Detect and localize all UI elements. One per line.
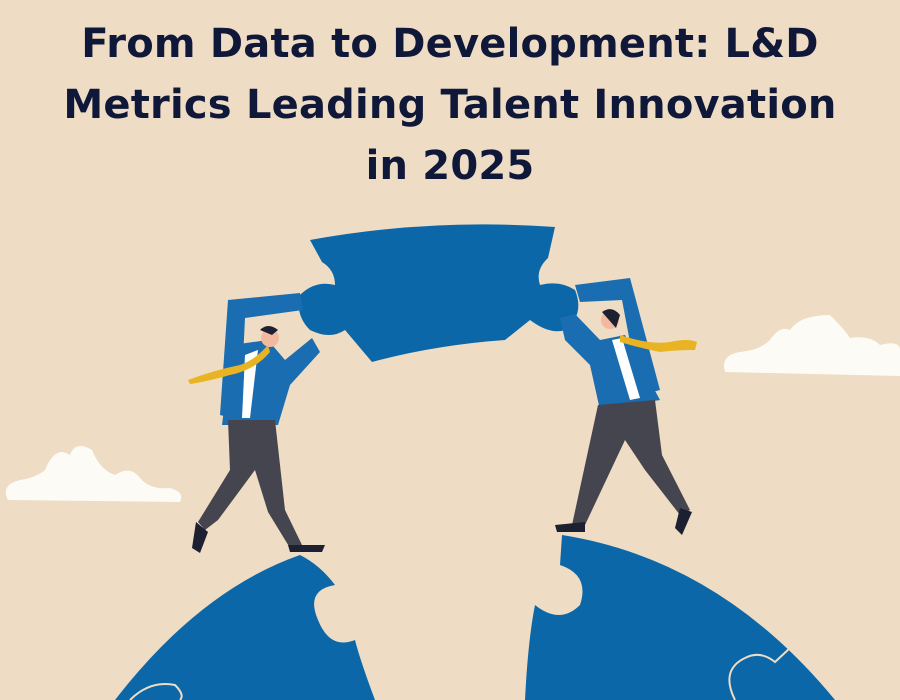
businessman-right — [555, 278, 697, 535]
cloud-left — [5, 446, 182, 502]
cloud-right — [724, 315, 900, 376]
puzzle-arc-right — [525, 535, 835, 700]
puzzle-piece-top — [298, 224, 579, 362]
page-title: From Data to Development: L&D Metrics Le… — [63, 21, 837, 189]
businessman-left — [188, 293, 325, 553]
puzzle-arc-left — [115, 555, 375, 700]
